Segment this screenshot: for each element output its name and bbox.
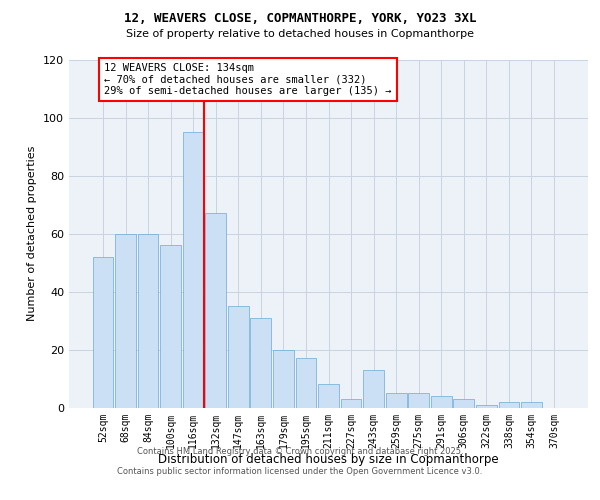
Bar [137,234,158,408]
Bar [341,399,361,407]
Bar [160,246,181,408]
Bar [296,358,316,408]
Text: 12, WEAVERS CLOSE, COPMANTHORPE, YORK, YO23 3XL: 12, WEAVERS CLOSE, COPMANTHORPE, YORK, Y… [124,12,476,26]
Text: 12 WEAVERS CLOSE: 134sqm
← 70% of detached houses are smaller (332)
29% of semi-: 12 WEAVERS CLOSE: 134sqm ← 70% of detach… [104,63,392,96]
Bar [409,393,429,407]
Bar [521,402,542,407]
Bar [92,257,113,408]
Text: Contains HM Land Registry data © Crown copyright and database right 2025.: Contains HM Land Registry data © Crown c… [137,448,463,456]
Y-axis label: Number of detached properties: Number of detached properties [28,146,37,322]
Bar [499,402,520,407]
Bar [228,306,248,408]
Bar [476,404,497,407]
Bar [183,132,203,407]
Bar [205,214,226,408]
Bar [115,234,136,408]
Bar [454,399,474,407]
Bar [318,384,339,407]
Bar [363,370,384,408]
Bar [386,393,407,407]
X-axis label: Distribution of detached houses by size in Copmanthorpe: Distribution of detached houses by size … [158,453,499,466]
Text: Contains public sector information licensed under the Open Government Licence v3: Contains public sector information licen… [118,468,482,476]
Bar [431,396,452,407]
Bar [250,318,271,408]
Text: Size of property relative to detached houses in Copmanthorpe: Size of property relative to detached ho… [126,29,474,39]
Bar [273,350,294,408]
